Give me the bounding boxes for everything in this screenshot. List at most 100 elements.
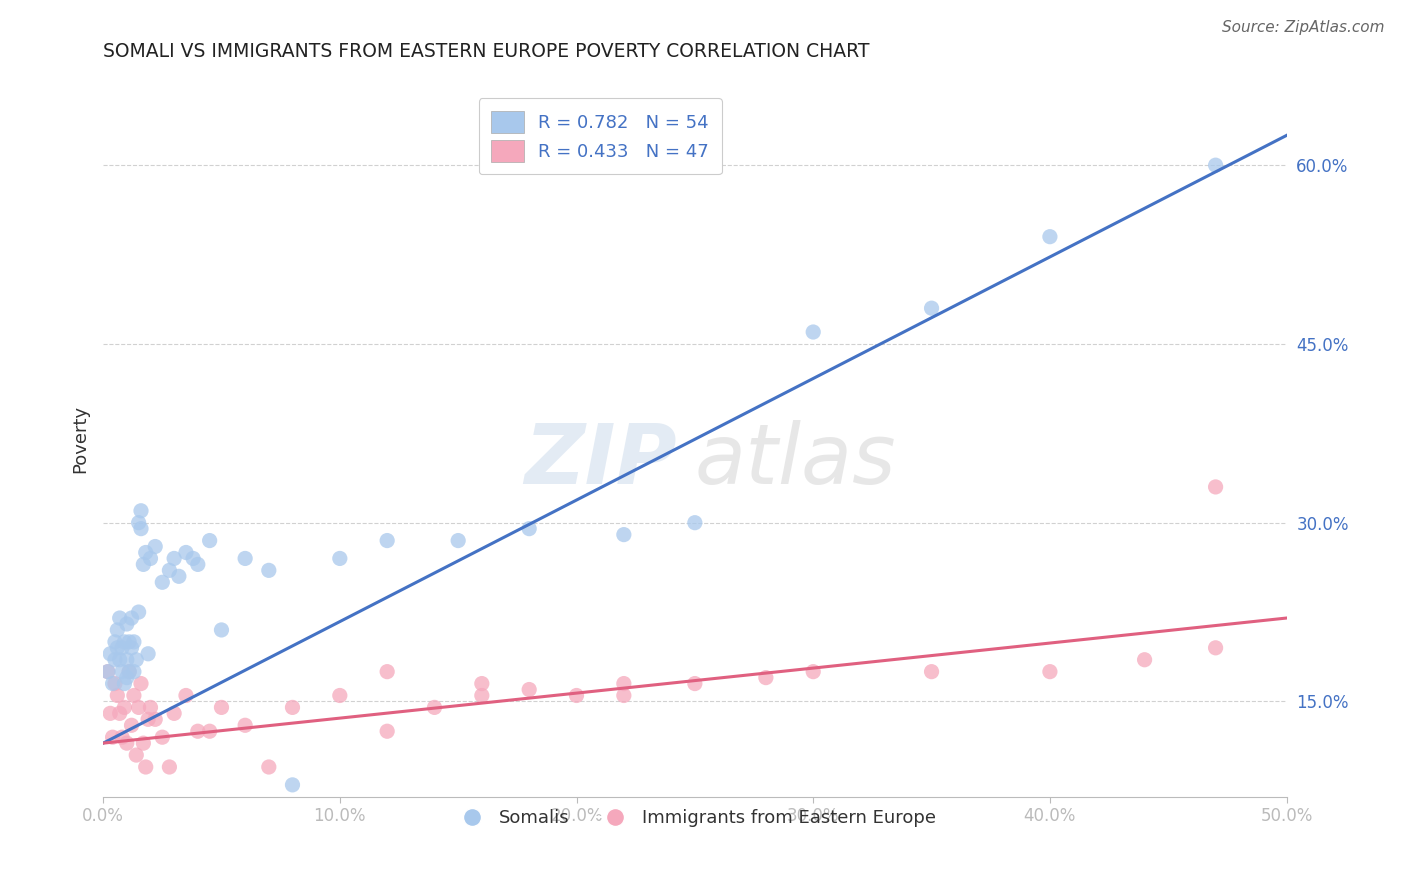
Point <box>128 605 150 619</box>
Point <box>128 516 150 530</box>
Point <box>98 647 121 661</box>
Point <box>136 712 159 726</box>
Point <box>755 671 778 685</box>
Point <box>801 665 824 679</box>
Point <box>181 551 204 566</box>
Point <box>101 730 124 744</box>
Point <box>187 724 209 739</box>
Point <box>136 647 159 661</box>
Point <box>375 665 398 679</box>
Point <box>108 611 131 625</box>
Point <box>104 653 127 667</box>
Point <box>139 551 162 566</box>
Point <box>97 665 120 679</box>
Point <box>281 700 304 714</box>
Point <box>174 545 197 559</box>
Point <box>108 653 131 667</box>
Point <box>115 653 138 667</box>
Point <box>211 623 233 637</box>
Point <box>157 760 180 774</box>
Text: atlas: atlas <box>695 420 896 501</box>
Point <box>613 527 636 541</box>
Point <box>121 611 143 625</box>
Point <box>118 665 141 679</box>
Point <box>375 724 398 739</box>
Point <box>108 706 131 721</box>
Point <box>128 700 150 714</box>
Point <box>135 760 157 774</box>
Point <box>129 676 152 690</box>
Point <box>125 653 148 667</box>
Y-axis label: Poverty: Poverty <box>72 405 89 474</box>
Point <box>517 522 540 536</box>
Point <box>375 533 398 548</box>
Point <box>163 551 186 566</box>
Point <box>105 689 128 703</box>
Point <box>101 676 124 690</box>
Point <box>132 558 155 572</box>
Point <box>118 665 141 679</box>
Point <box>143 712 166 726</box>
Point <box>1205 480 1227 494</box>
Point <box>121 640 143 655</box>
Point <box>150 575 173 590</box>
Point <box>111 640 134 655</box>
Point <box>329 551 352 566</box>
Point <box>104 676 127 690</box>
Legend: Somalis, Immigrants from Eastern Europe: Somalis, Immigrants from Eastern Europe <box>447 802 943 834</box>
Point <box>921 301 943 315</box>
Point <box>125 747 148 762</box>
Point <box>471 676 494 690</box>
Point <box>1039 665 1062 679</box>
Point <box>122 635 145 649</box>
Point <box>565 689 588 703</box>
Point <box>921 665 943 679</box>
Point <box>801 325 824 339</box>
Point <box>211 700 233 714</box>
Point <box>111 730 134 744</box>
Point <box>135 545 157 559</box>
Point <box>683 676 706 690</box>
Point <box>233 718 256 732</box>
Point <box>423 700 446 714</box>
Point <box>1039 229 1062 244</box>
Point <box>118 635 141 649</box>
Point <box>115 671 138 685</box>
Point <box>517 682 540 697</box>
Point <box>143 540 166 554</box>
Text: SOMALI VS IMMIGRANTS FROM EASTERN EUROPE POVERTY CORRELATION CHART: SOMALI VS IMMIGRANTS FROM EASTERN EUROPE… <box>103 42 870 61</box>
Point <box>1133 653 1156 667</box>
Text: ZIP: ZIP <box>524 420 676 501</box>
Point <box>1205 640 1227 655</box>
Point <box>129 504 152 518</box>
Point <box>115 617 138 632</box>
Point <box>105 640 128 655</box>
Point <box>257 760 280 774</box>
Point <box>1205 158 1227 172</box>
Point <box>114 700 136 714</box>
Point <box>471 689 494 703</box>
Point <box>447 533 470 548</box>
Point <box>132 736 155 750</box>
Point <box>97 665 120 679</box>
Point <box>198 533 221 548</box>
Point <box>157 563 180 577</box>
Point <box>167 569 190 583</box>
Point <box>129 522 152 536</box>
Point <box>174 689 197 703</box>
Text: Source: ZipAtlas.com: Source: ZipAtlas.com <box>1222 20 1385 35</box>
Point <box>111 665 134 679</box>
Point <box>121 718 143 732</box>
Point <box>233 551 256 566</box>
Point <box>187 558 209 572</box>
Point <box>104 635 127 649</box>
Point <box>105 623 128 637</box>
Point <box>122 665 145 679</box>
Point <box>114 676 136 690</box>
Point <box>257 563 280 577</box>
Point <box>98 706 121 721</box>
Point <box>139 700 162 714</box>
Point <box>281 778 304 792</box>
Point <box>150 730 173 744</box>
Point <box>122 689 145 703</box>
